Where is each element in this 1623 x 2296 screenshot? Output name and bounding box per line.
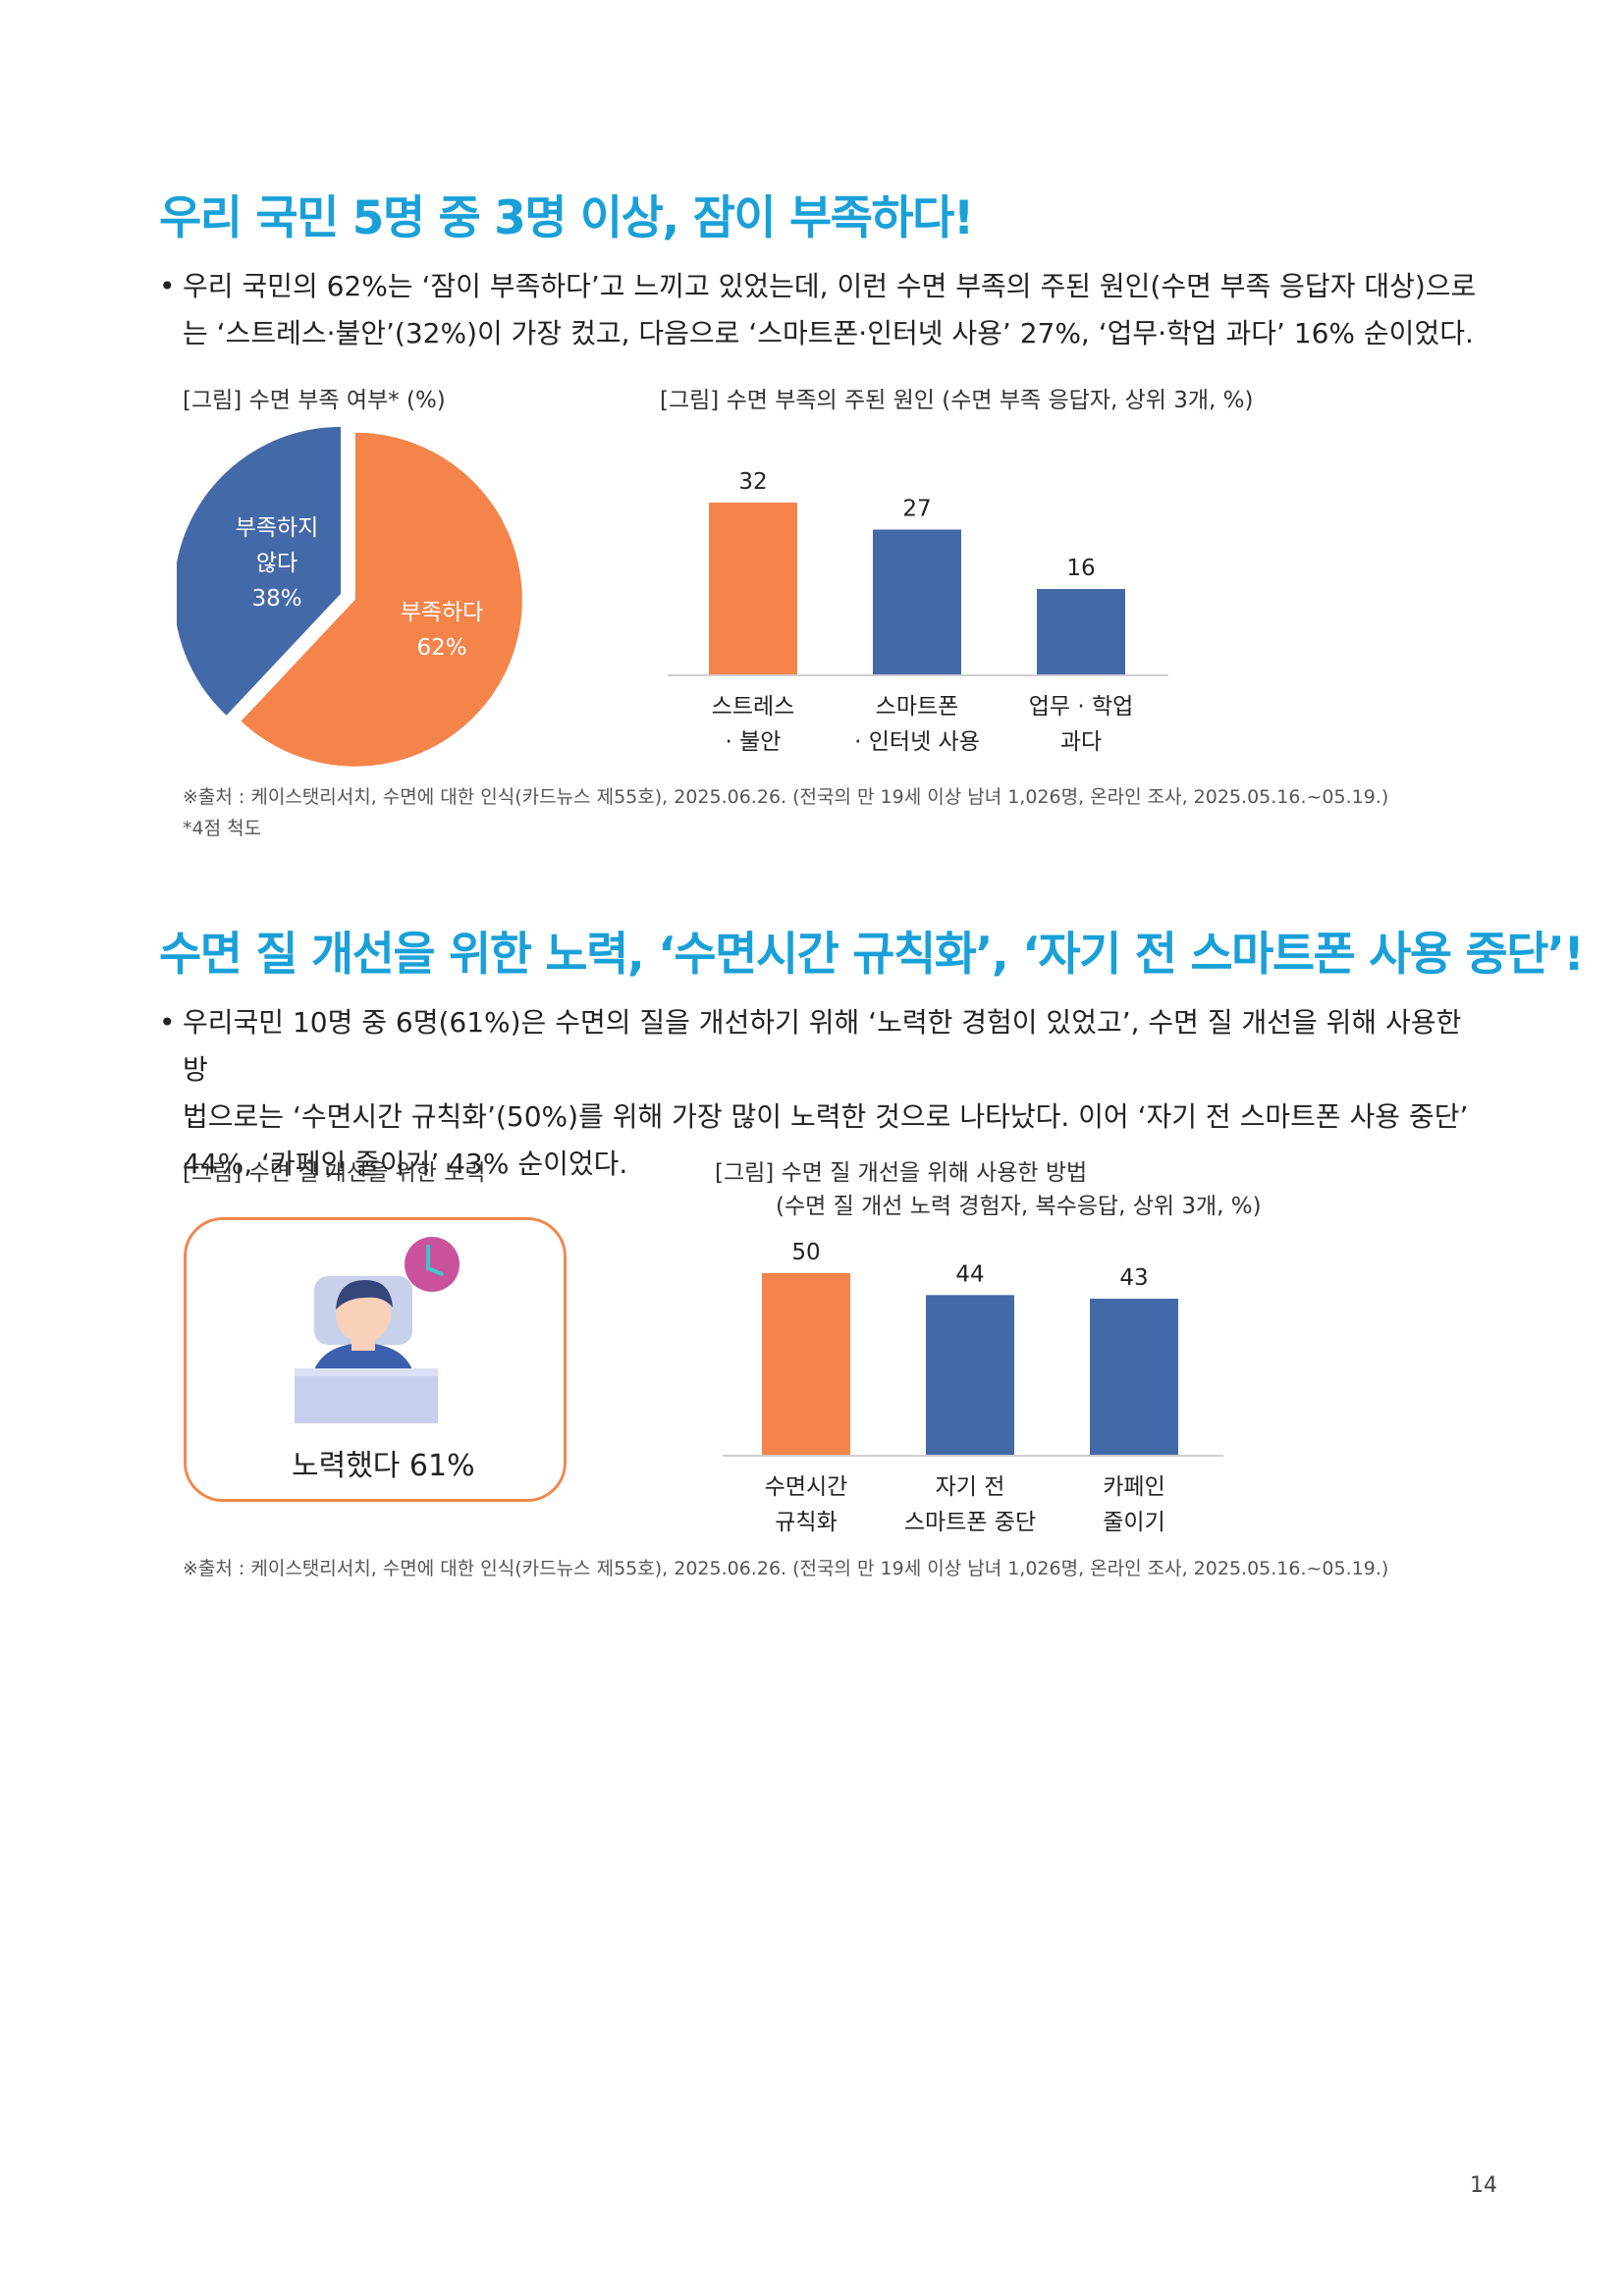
pie-slice bbox=[177, 426, 341, 716]
bar-category-line: 스마트폰 중단 bbox=[903, 1510, 1037, 1535]
pie-label-value: 38% bbox=[251, 586, 302, 612]
bar-value-label: 43 bbox=[1119, 1265, 1148, 1291]
bar-chart-sleep-causes: 32 27 16 bbox=[668, 469, 1168, 676]
bar-category-line: · 인터넷 사용 bbox=[854, 729, 980, 755]
bullet-line: 44%, ‘카페인 줄이기’ 43% 순이었다. bbox=[183, 1148, 628, 1180]
bar-value-label: 27 bbox=[902, 497, 931, 522]
bar-category-line: 스트레스 bbox=[711, 694, 795, 720]
section2-heading: 수면 질 개선을 위한 노력, ‘수면시간 규칙화’, ‘자기 전 스마트폰 사… bbox=[159, 928, 1585, 982]
section2-bullet: • 우리국민 10명 중 6명(61%)은 수면의 질을 개선하기 위해 ‘노력… bbox=[159, 999, 1494, 1188]
bar-value-label: 44 bbox=[955, 1261, 984, 1287]
pie-chart-caption: [그림] 수면 부족 여부* (%) bbox=[183, 388, 446, 413]
effort-card bbox=[184, 1217, 567, 1502]
bar-value-label: 32 bbox=[738, 469, 767, 495]
bar bbox=[873, 529, 961, 675]
bar-category-line: · 불안 bbox=[725, 729, 782, 755]
pie-chart bbox=[177, 426, 522, 767]
section1-source: ※출처 : 케이스탯리서치, 수면에 대한 인식(카드뉴스 제55호), 202… bbox=[183, 786, 1389, 808]
bar bbox=[762, 1273, 850, 1456]
sleeping-person-icon bbox=[295, 1237, 460, 1423]
method-chart-subcaption: (수면 질 개선 노력 경험자, 복수응답, 상위 3개, %) bbox=[776, 1194, 1262, 1219]
pie-label-line: 부족하지 bbox=[235, 515, 319, 541]
bar-category-line: 스마트폰 bbox=[875, 694, 959, 720]
bar bbox=[709, 503, 797, 675]
bar-value-label: 50 bbox=[791, 1240, 820, 1265]
bar-category-line: 과다 bbox=[1059, 729, 1103, 755]
bar-value-label: 16 bbox=[1066, 556, 1095, 581]
bar-category-label: 스마트폰 · 인터넷 사용 bbox=[819, 689, 1015, 760]
pie-label-line: 않다 bbox=[255, 551, 298, 576]
method-chart-caption: [그림] 수면 질 개선을 위해 사용한 방법 bbox=[715, 1160, 1088, 1186]
bar-category-line: 줄이기 bbox=[1103, 1510, 1165, 1535]
effort-caption: [그림] 수면 질 개선을 위한 노력 bbox=[183, 1160, 486, 1186]
bar bbox=[1037, 589, 1125, 675]
bar-category-line: 자기 전 bbox=[935, 1474, 1005, 1500]
bullet-line: 우리국민 10명 중 6명(61%)은 수면의 질을 개선하기 위해 ‘노력한 … bbox=[183, 1006, 1462, 1086]
bullet-line: 우리 국민의 62%는 ‘잠이 부족하다’고 느끼고 있었는데, 이런 수면 부… bbox=[183, 270, 1477, 302]
bar-category-line: 카페인 bbox=[1103, 1474, 1165, 1500]
bullet-line: 는 ‘스트레스·불안’(32%)이 가장 컸고, 다음으로 ‘스마트폰·인터넷 … bbox=[183, 317, 1474, 349]
pie-label-not-enough: 부족하지 않다 38% bbox=[208, 510, 346, 616]
bar bbox=[1090, 1299, 1178, 1456]
bullet-marker: • bbox=[159, 270, 176, 302]
bar-chart-improvement-methods: 50 44 43 bbox=[723, 1240, 1223, 1457]
pie-label-enough: 부족하다 62% bbox=[373, 595, 511, 666]
pie-label-line: 부족하다 bbox=[400, 600, 484, 625]
effort-label: 노력했다 61% bbox=[292, 1449, 475, 1483]
pie-label-value: 62% bbox=[416, 635, 467, 661]
bar-category-label: 스트레스 · 불안 bbox=[655, 689, 851, 760]
section2-source: ※출처 : 케이스탯리서치, 수면에 대한 인식(카드뉴스 제55호), 202… bbox=[183, 1558, 1389, 1579]
section1-heading: 우리 국민 5명 중 3명 이상, 잠이 부족하다! bbox=[159, 191, 974, 245]
section1-note: *4점 척도 bbox=[183, 818, 262, 839]
bar-chart-caption: [그림] 수면 부족의 주된 원인 (수면 부족 응답자, 상위 3개, %) bbox=[660, 388, 1254, 413]
pie-slice bbox=[241, 432, 522, 767]
bullet-marker: • bbox=[159, 1006, 176, 1039]
bullet-line: 법으로는 ‘수면시간 규칙화’(50%)를 위해 가장 많이 노력한 것으로 나… bbox=[183, 1100, 1469, 1133]
bar-category-line: 수면시간 bbox=[764, 1474, 848, 1500]
page-number: 14 bbox=[1470, 2173, 1497, 2198]
bar-category-line: 업무 · 학업 bbox=[1028, 694, 1134, 720]
section1-bullet: • 우리 국민의 62%는 ‘잠이 부족하다’고 느끼고 있었는데, 이런 수면… bbox=[159, 263, 1494, 357]
bar-category-line: 규칙화 bbox=[775, 1510, 838, 1535]
bar bbox=[926, 1295, 1014, 1456]
